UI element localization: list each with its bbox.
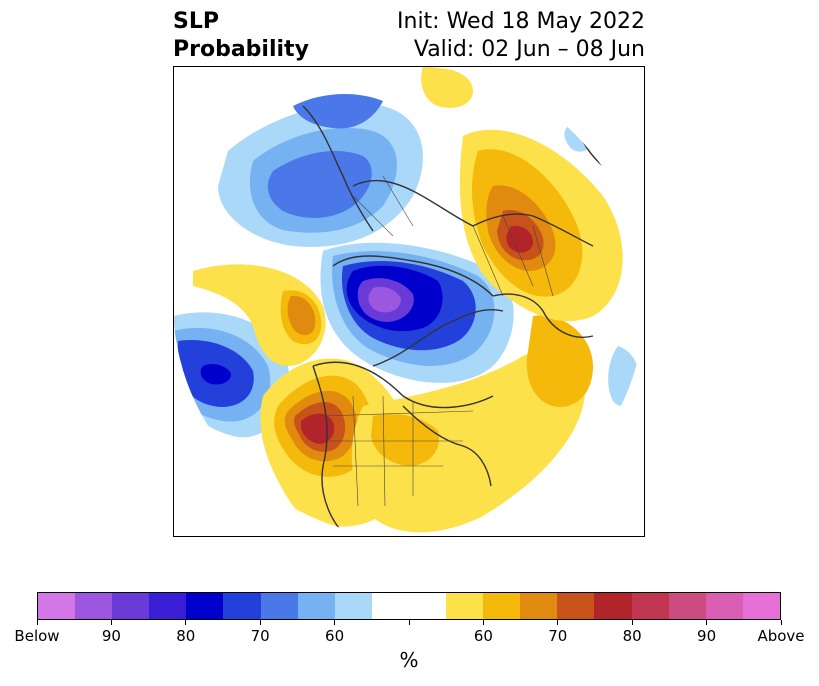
colorbar-segment bbox=[186, 593, 224, 619]
colorbar bbox=[37, 592, 781, 620]
colorbar-segment bbox=[112, 593, 150, 619]
colorbar-tick-label: 70 bbox=[548, 627, 568, 645]
colorbar-segment bbox=[223, 593, 261, 619]
probability-shading bbox=[173, 66, 639, 533]
colorbar-segment bbox=[446, 593, 484, 619]
colorbar-segment bbox=[297, 593, 335, 619]
colorbar-segment bbox=[483, 593, 521, 619]
colorbar-tick bbox=[334, 620, 336, 625]
colorbar-segment bbox=[705, 593, 743, 619]
colorbar-tick-label: Above bbox=[757, 627, 805, 645]
colorbar-tick-label: Below bbox=[14, 627, 60, 645]
map-dates: Init: Wed 18 May 2022 Valid: 02 Jun – 08… bbox=[397, 8, 645, 64]
colorbar-segment bbox=[594, 593, 632, 619]
init-date: Init: Wed 18 May 2022 bbox=[397, 9, 645, 34]
colorbar-segment bbox=[334, 593, 372, 619]
colorbar-tick bbox=[482, 620, 484, 625]
colorbar-tick bbox=[36, 620, 38, 625]
colorbar-tick-label: 60 bbox=[473, 627, 493, 645]
colorbar-tick bbox=[259, 620, 261, 625]
colorbar-unit: % bbox=[399, 648, 419, 672]
colorbar-tick bbox=[631, 620, 633, 625]
colorbar-tick bbox=[408, 620, 410, 625]
valid-range: Valid: 02 Jun – 08 Jun bbox=[413, 37, 645, 62]
colorbar-tick-label: 80 bbox=[622, 627, 642, 645]
title-variable: SLP bbox=[173, 9, 219, 34]
colorbar-segment bbox=[149, 593, 187, 619]
colorbar-segment bbox=[38, 593, 76, 619]
colorbar-tick bbox=[557, 620, 559, 625]
colorbar-segment bbox=[371, 593, 409, 619]
colorbar-tick-label: 90 bbox=[101, 627, 121, 645]
colorbar-segment bbox=[408, 593, 447, 619]
colorbar-segment bbox=[631, 593, 669, 619]
colorbar-tick-label: 60 bbox=[325, 627, 345, 645]
colorbar-tick bbox=[110, 620, 112, 625]
borders bbox=[322, 175, 554, 507]
probability-map bbox=[173, 66, 645, 537]
title-field: Probability bbox=[173, 37, 309, 62]
colorbar-segment bbox=[557, 593, 595, 619]
colorbar-tick bbox=[780, 620, 782, 625]
colorbar-tick-label: 90 bbox=[697, 627, 717, 645]
colorbar-tick bbox=[706, 620, 708, 625]
colorbar-segment bbox=[742, 593, 780, 619]
map-title: SLP Probability bbox=[173, 8, 309, 64]
colorbar-segment bbox=[75, 593, 113, 619]
colorbar-segment bbox=[668, 593, 706, 619]
colorbar-tick-label: 80 bbox=[176, 627, 196, 645]
colorbar-tick-label: 70 bbox=[250, 627, 270, 645]
colorbar-tick bbox=[185, 620, 187, 625]
colorbar-segment bbox=[260, 593, 298, 619]
colorbar-segment bbox=[520, 593, 558, 619]
